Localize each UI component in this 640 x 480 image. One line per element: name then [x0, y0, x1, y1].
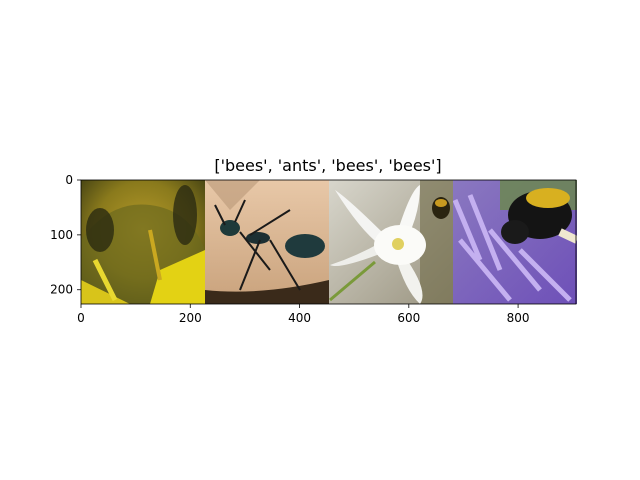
image-tile-3 [329, 180, 453, 304]
y-axis: 0 100 200 [50, 173, 81, 297]
image-tile-4 [453, 180, 577, 304]
x-tick-label: 0 [77, 311, 85, 325]
y-tick-label: 200 [50, 283, 73, 297]
y-tick-label: 100 [50, 228, 73, 242]
chart-title: ['bees', 'ants', 'bees', 'bees'] [214, 156, 441, 175]
x-tick-label: 600 [397, 311, 420, 325]
y-tick-label: 0 [65, 173, 73, 187]
x-tick-label: 200 [179, 311, 202, 325]
x-axis: 0 200 400 600 800 [77, 304, 530, 325]
image-tile-2 [205, 180, 329, 304]
x-tick-label: 800 [507, 311, 530, 325]
image-tile-1 [81, 180, 205, 304]
axes-frame [80, 179, 577, 305]
x-tick-label: 400 [288, 311, 311, 325]
